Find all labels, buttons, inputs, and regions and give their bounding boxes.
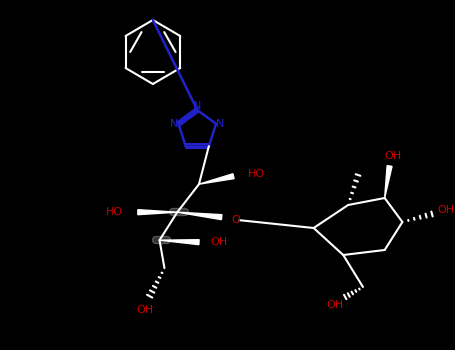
Polygon shape	[199, 174, 234, 184]
Text: N: N	[216, 119, 224, 129]
Polygon shape	[138, 210, 177, 215]
Text: HO: HO	[106, 207, 123, 217]
Polygon shape	[160, 240, 199, 245]
Polygon shape	[384, 166, 392, 198]
Text: OH: OH	[211, 237, 228, 247]
Text: OH: OH	[437, 205, 455, 215]
Text: OH: OH	[384, 151, 401, 161]
Text: O: O	[232, 215, 240, 225]
Text: OH: OH	[327, 300, 344, 310]
Polygon shape	[177, 212, 222, 220]
Text: N: N	[170, 119, 179, 129]
Text: HO: HO	[248, 169, 265, 179]
Text: N: N	[193, 101, 202, 111]
Text: OH: OH	[136, 305, 153, 315]
